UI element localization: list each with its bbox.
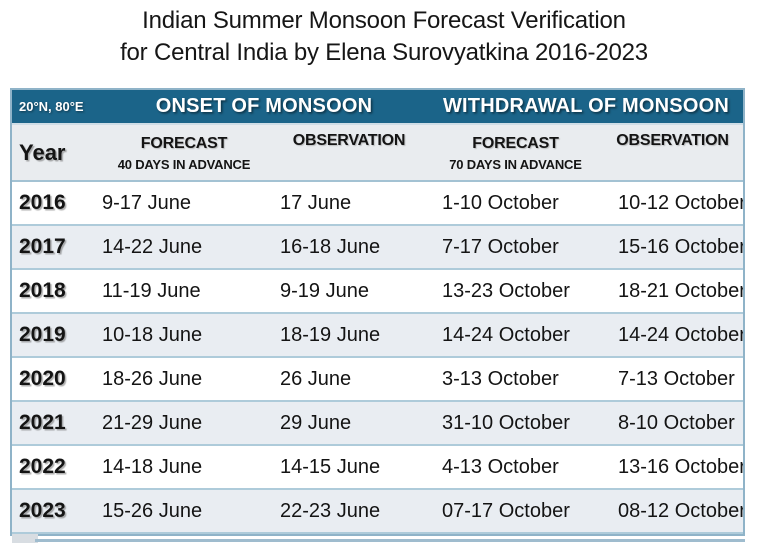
onset-forecast-cell: 11-19 June <box>102 279 201 302</box>
withdrawal-observation-cell: 7-13 October <box>618 367 735 390</box>
column-header-onset-observation: OBSERVATION <box>269 125 429 180</box>
table-row-2023: 2023 15-26 June 22-23 June 07-17 October… <box>12 490 743 534</box>
year-cell: 2021 <box>19 411 66 434</box>
year-cell: 2023 <box>19 499 66 522</box>
page-title: Indian Summer Monsoon Forecast Verificat… <box>0 5 768 69</box>
table-row-2018: 2018 11-19 June 9-19 June 13-23 October … <box>12 270 743 314</box>
column-header-year: Year <box>19 139 66 165</box>
withdrawal-forecast-subtitle: 70 DAYS IN ADVANCE <box>449 157 582 172</box>
withdrawal-forecast-cell: 13-23 October <box>442 279 570 302</box>
onset-forecast-subtitle: 40 DAYS IN ADVANCE <box>117 157 251 172</box>
column-header-withdrawal-observation: OBSERVATION <box>602 125 743 180</box>
title-line-1: Indian Summer Monsoon Forecast Verificat… <box>142 7 626 34</box>
coordinates-label: 20°N, 80°E <box>19 99 84 114</box>
column-header-row: Year FORECAST 40 DAYS IN ADVANCE OBSERVA… <box>12 125 743 182</box>
withdrawal-forecast-cell: 07-17 October <box>442 499 570 522</box>
onset-observation-cell: 18-19 June <box>280 323 381 346</box>
onset-forecast-cell: 15-26 June <box>102 499 203 522</box>
onset-observation-cell: 16-18 June <box>280 235 381 258</box>
year-cell: 2022 <box>19 455 66 478</box>
year-cell: 2018 <box>19 279 66 302</box>
onset-forecast-cell: 14-22 June <box>102 235 203 258</box>
onset-forecast-cell: 10-18 June <box>102 323 203 346</box>
table-row-2020: 2020 18-26 June 26 June 3-13 October 7-1… <box>12 358 743 402</box>
group-header-onset: ONSET OF MONSOON <box>155 95 373 117</box>
group-header-withdrawal: WITHDRAWAL OF MONSOON <box>442 95 730 117</box>
column-header-withdrawal-forecast: FORECAST 70 DAYS IN ADVANCE <box>429 125 602 180</box>
withdrawal-observation-cell: 8-10 October <box>618 411 735 434</box>
withdrawal-observation-cell: 18-21 October <box>618 279 743 302</box>
withdrawal-observation-cell: 08-12 October <box>618 499 743 522</box>
withdrawal-forecast-cell: 1-10 October <box>442 191 559 214</box>
onset-observation-cell: 17 June <box>280 191 352 214</box>
column-header-onset-forecast: FORECAST 40 DAYS IN ADVANCE <box>99 125 269 180</box>
table-row-2022: 2022 14-18 June 14-15 June 4-13 October … <box>12 446 743 490</box>
table-row-2019: 2019 10-18 June 18-19 June 14-24 October… <box>12 314 743 358</box>
withdrawal-forecast-cell: 14-24 October <box>442 323 570 346</box>
table-row-2017: 2017 14-22 June 16-18 June 7-17 October … <box>12 226 743 270</box>
forecast-verification-table: 20°N, 80°E ONSET OF MONSOON WITHDRAWAL O… <box>10 88 745 536</box>
onset-observation-cell: 14-15 June <box>280 455 381 478</box>
table-row-2016: 2016 9-17 June 17 June 1-10 October 10-1… <box>12 182 743 226</box>
title-line-2: for Central India by Elena Surovyatkina … <box>120 39 648 66</box>
onset-observation-cell: 26 June <box>280 367 352 390</box>
withdrawal-forecast-cell: 7-17 October <box>442 235 559 258</box>
onset-forecast-cell: 14-18 June <box>102 455 203 478</box>
table-bottom-edge <box>35 539 745 542</box>
withdrawal-forecast-cell: 31-10 October <box>442 411 570 434</box>
group-header-row: 20°N, 80°E ONSET OF MONSOON WITHDRAWAL O… <box>12 90 743 125</box>
year-cell: 2020 <box>19 367 66 390</box>
year-cell: 2017 <box>19 235 66 258</box>
withdrawal-observation-cell: 15-16 October <box>618 235 743 258</box>
withdrawal-observation-label: OBSERVATION <box>616 132 729 149</box>
withdrawal-forecast-cell: 3-13 October <box>442 367 559 390</box>
withdrawal-forecast-cell: 4-13 October <box>442 455 559 478</box>
withdrawal-observation-cell: 14-24 October <box>618 323 743 346</box>
withdrawal-observation-cell: 13-16 October <box>618 455 743 478</box>
year-cell: 2019 <box>19 323 66 346</box>
onset-observation-cell: 9-19 June <box>280 279 369 302</box>
onset-forecast-cell: 21-29 June <box>102 411 203 434</box>
onset-forecast-cell: 9-17 June <box>102 191 191 214</box>
onset-observation-cell: 29 June <box>280 411 352 434</box>
onset-observation-cell: 22-23 June <box>280 499 381 522</box>
onset-forecast-label: FORECAST <box>140 135 228 152</box>
table-row-2021: 2021 21-29 June 29 June 31-10 October 8-… <box>12 402 743 446</box>
withdrawal-forecast-label: FORECAST <box>472 135 559 152</box>
onset-observation-label: OBSERVATION <box>292 132 406 149</box>
year-cell: 2016 <box>19 191 66 214</box>
withdrawal-observation-cell: 10-12 October <box>618 191 743 214</box>
onset-forecast-cell: 18-26 June <box>102 367 203 390</box>
cutoff-row-fragment <box>12 534 38 543</box>
